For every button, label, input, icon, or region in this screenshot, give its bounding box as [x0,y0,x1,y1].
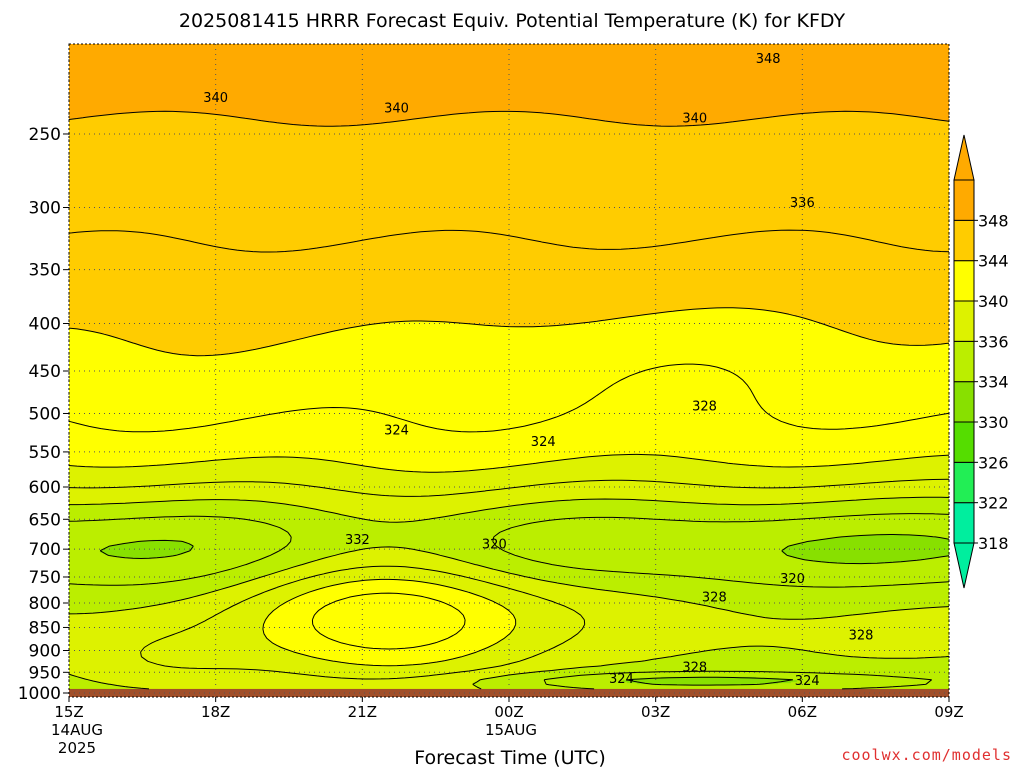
colorbar-label-322: 322 [978,494,1009,513]
colorbar-label-326: 326 [978,453,1009,472]
y-tick-750: 750 [29,568,61,588]
contour-340 [68,453,950,667]
chart-title: 2025081415 HRRR Forecast Equiv. Potentia… [179,10,846,32]
colorbar-max-arrow [953,134,975,181]
y-tick-350: 350 [29,261,61,281]
colorbar-swatch [953,219,975,262]
contour-332 [99,534,950,686]
contour-348 [68,110,950,127]
y-tick-1000: 1000 [18,684,61,704]
contour-338 [68,478,950,680]
contour-label-12: 328 [849,629,874,644]
x-tick-06Z: 06Z [788,703,817,721]
colorbar-label-348: 348 [978,211,1009,230]
grid-lines [68,44,950,694]
x-tick-09Z: 09Z [934,703,963,721]
y-tick-600: 600 [29,478,61,498]
contour-label-7: 324 [531,435,556,450]
y-tick-700: 700 [29,540,61,560]
contour-label-0: 348 [756,52,781,67]
x-tick-sublabel: 2025 [58,739,96,757]
contour-label-3: 340 [682,112,707,127]
contour-labels: 348 340 340 340 336 328 324 324 332 320 320 328 328 3… [203,52,874,689]
colorbar-label-318: 318 [978,534,1009,553]
contour-label-1: 340 [203,91,228,106]
contour-lines [68,110,950,690]
contour-label-15: 324 [795,674,820,689]
colorbar-swatch [953,381,975,423]
x-tick-sublabel: 14AUG [51,721,103,739]
y-tick-450: 450 [29,362,61,382]
colorbar-swatch [953,300,975,342]
contour-label-13: 328 [682,660,707,675]
x-tick-21Z: 21Z [348,703,377,721]
y-tick-500: 500 [29,404,61,424]
contour-336 [68,496,950,690]
y-tick-300: 300 [29,198,61,218]
contour-label-10: 320 [780,572,805,587]
contour-label-4: 336 [790,196,815,211]
x-tick-00Z: 00Z [494,703,523,721]
x-tick-sublabel: 15AUG [485,721,537,739]
colorbar-label-340: 340 [978,292,1009,311]
credit-link[interactable]: coolwx.com/models [841,746,1012,764]
colorbar: 318 322 326 330 334 336 340 344 348 [953,134,1009,589]
y-tick-400: 400 [29,315,61,335]
contour-334 [68,513,950,690]
x-tick-03Z: 03Z [641,703,670,721]
contour-346 [68,229,950,253]
contour-label-14: 324 [609,672,634,687]
colorbar-label-344: 344 [978,252,1009,271]
contour-342 [68,363,950,650]
colorbar-swatch [953,421,975,463]
colorbar-label-334: 334 [978,373,1009,392]
colorbar-min-arrow [953,542,975,589]
contour-label-11: 328 [702,590,727,605]
contour-label-9: 320 [482,537,507,552]
contour-label-5: 328 [692,399,717,414]
colorbar-swatch [953,340,975,383]
contour-label-2: 340 [384,101,409,116]
y-tick-950: 950 [29,663,61,683]
colorbar-swatch [953,502,975,544]
y-tick-650: 650 [29,510,61,530]
y-tick-800: 800 [29,594,61,614]
contour-344 [68,307,950,357]
colorbar-label-336: 336 [978,332,1009,351]
x-tick-18Z: 18Z [201,703,230,721]
contour-label-8: 332 [345,533,370,548]
y-tick-850: 850 [29,618,61,638]
y-axis: 250 300 350 400 450 500 550 600 650 700 750 800 850 9… [18,125,69,704]
colorbar-label-330: 330 [978,413,1009,432]
y-tick-550: 550 [29,443,61,463]
contour-label-6: 324 [384,423,409,438]
colorbar-swatch [953,179,975,221]
colorbar-swatch [953,260,975,302]
y-tick-250: 250 [29,125,61,145]
y-tick-900: 900 [29,642,61,662]
x-axis-label: Forecast Time (UTC) [414,747,605,768]
colorbar-swatch [953,461,975,504]
x-tick-15Z: 15Z [54,703,83,721]
